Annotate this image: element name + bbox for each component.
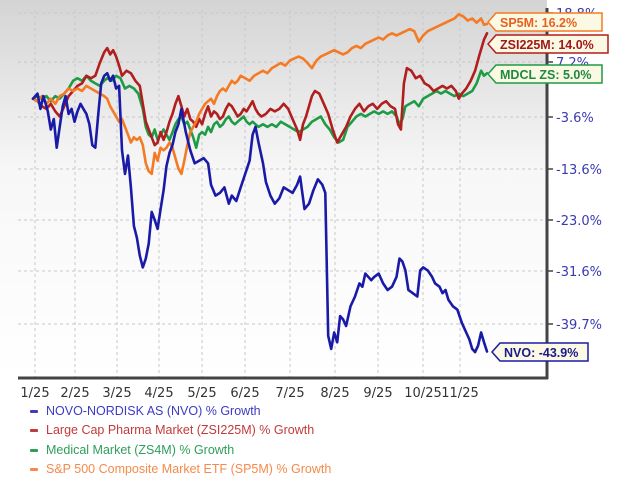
legend-item-zsi225m[interactable]: Large Cap Pharma Market (ZSI225M) % Grow… [30, 421, 331, 440]
x-tick-label: 10/25 [404, 386, 441, 400]
y-tick-label: -3.6% [556, 111, 594, 126]
legend-item-zs4m[interactable]: Medical Market (ZS4M) % Growth [30, 441, 331, 460]
legend: NOVO-NORDISK AS (NVO) % Growth Large Cap… [30, 402, 331, 479]
legend-label: S&P 500 Composite Market ETF (SP5M) % Gr… [46, 461, 332, 476]
series-lines [31, 13, 489, 354]
series-line-nvo [31, 71, 489, 354]
legend-swatch-nvo [30, 410, 38, 414]
line-chart: 18.8%7.2%-3.6%-13.6%-23.0%-31.6%-39.7% 1… [0, 0, 609, 400]
end-value-callouts: SP5M: 16.2% ZSI225M: 14.0% MDCL ZS: 5.0% NV… [486, 12, 609, 362]
grid-lines [18, 10, 547, 378]
x-tick-label: 9/25 [363, 386, 392, 400]
plot-background [0, 0, 547, 378]
legend-swatch-zs4m [30, 448, 38, 452]
x-tick-label: 4/25 [144, 386, 173, 400]
x-tick-label: 1/25 [20, 386, 49, 400]
legend-item-nvo[interactable]: NOVO-NORDISK AS (NVO) % Growth [30, 402, 331, 421]
series-line-zs4m [31, 69, 489, 149]
svg-text:SP5M: 16.2%: SP5M: 16.2% [500, 16, 577, 30]
x-axis-ticks: 1/25 2/25 3/25 4/25 5/25 6/25 7/25 8/25 9/25 10/2… [20, 386, 478, 400]
svg-text:ZSI225M: 14.0%: ZSI225M: 14.0% [500, 38, 594, 52]
callout-mdcl: MDCL ZS: 5.0% [486, 64, 603, 84]
y-tick-label: -23.0% [556, 214, 602, 229]
callout-zsi225m: ZSI225M: 14.0% [486, 34, 609, 54]
legend-item-sp5m[interactable]: S&P 500 Composite Market ETF (SP5M) % Gr… [30, 460, 331, 479]
legend-label: Large Cap Pharma Market (ZSI225M) % Grow… [46, 423, 315, 438]
y-tick-label: -13.6% [556, 163, 602, 178]
x-tick-label: 2/25 [60, 386, 89, 400]
series-line-sp5m [31, 13, 489, 176]
svg-text:MDCL ZS: 5.0%: MDCL ZS: 5.0% [500, 68, 591, 82]
legend-label: Medical Market (ZS4M) % Growth [46, 442, 235, 457]
x-tick-label: 6/25 [230, 386, 259, 400]
y-tick-label: -31.6% [556, 265, 602, 280]
svg-text:NVO: -43.9%: NVO: -43.9% [504, 346, 578, 360]
callout-nvo: NVO: -43.9% [490, 342, 589, 362]
x-tick-label: 7/25 [275, 386, 304, 400]
x-tick-label: 11/25 [441, 386, 478, 400]
legend-label: NOVO-NORDISK AS (NVO) % Growth [46, 404, 261, 418]
series-line-zsi225m [31, 31, 489, 147]
x-tick-label: 8/25 [320, 386, 349, 400]
legend-swatch-sp5m [30, 468, 38, 472]
y-tick-label: -39.7% [556, 318, 602, 333]
callout-sp5m: SP5M: 16.2% [486, 12, 603, 32]
x-tick-label: 5/25 [187, 386, 216, 400]
y-axis-ticks: 18.8%7.2%-3.6%-13.6%-23.0%-31.6%-39.7% [547, 7, 602, 333]
legend-swatch-zsi225m [30, 429, 38, 433]
x-tick-label: 3/25 [102, 386, 131, 400]
